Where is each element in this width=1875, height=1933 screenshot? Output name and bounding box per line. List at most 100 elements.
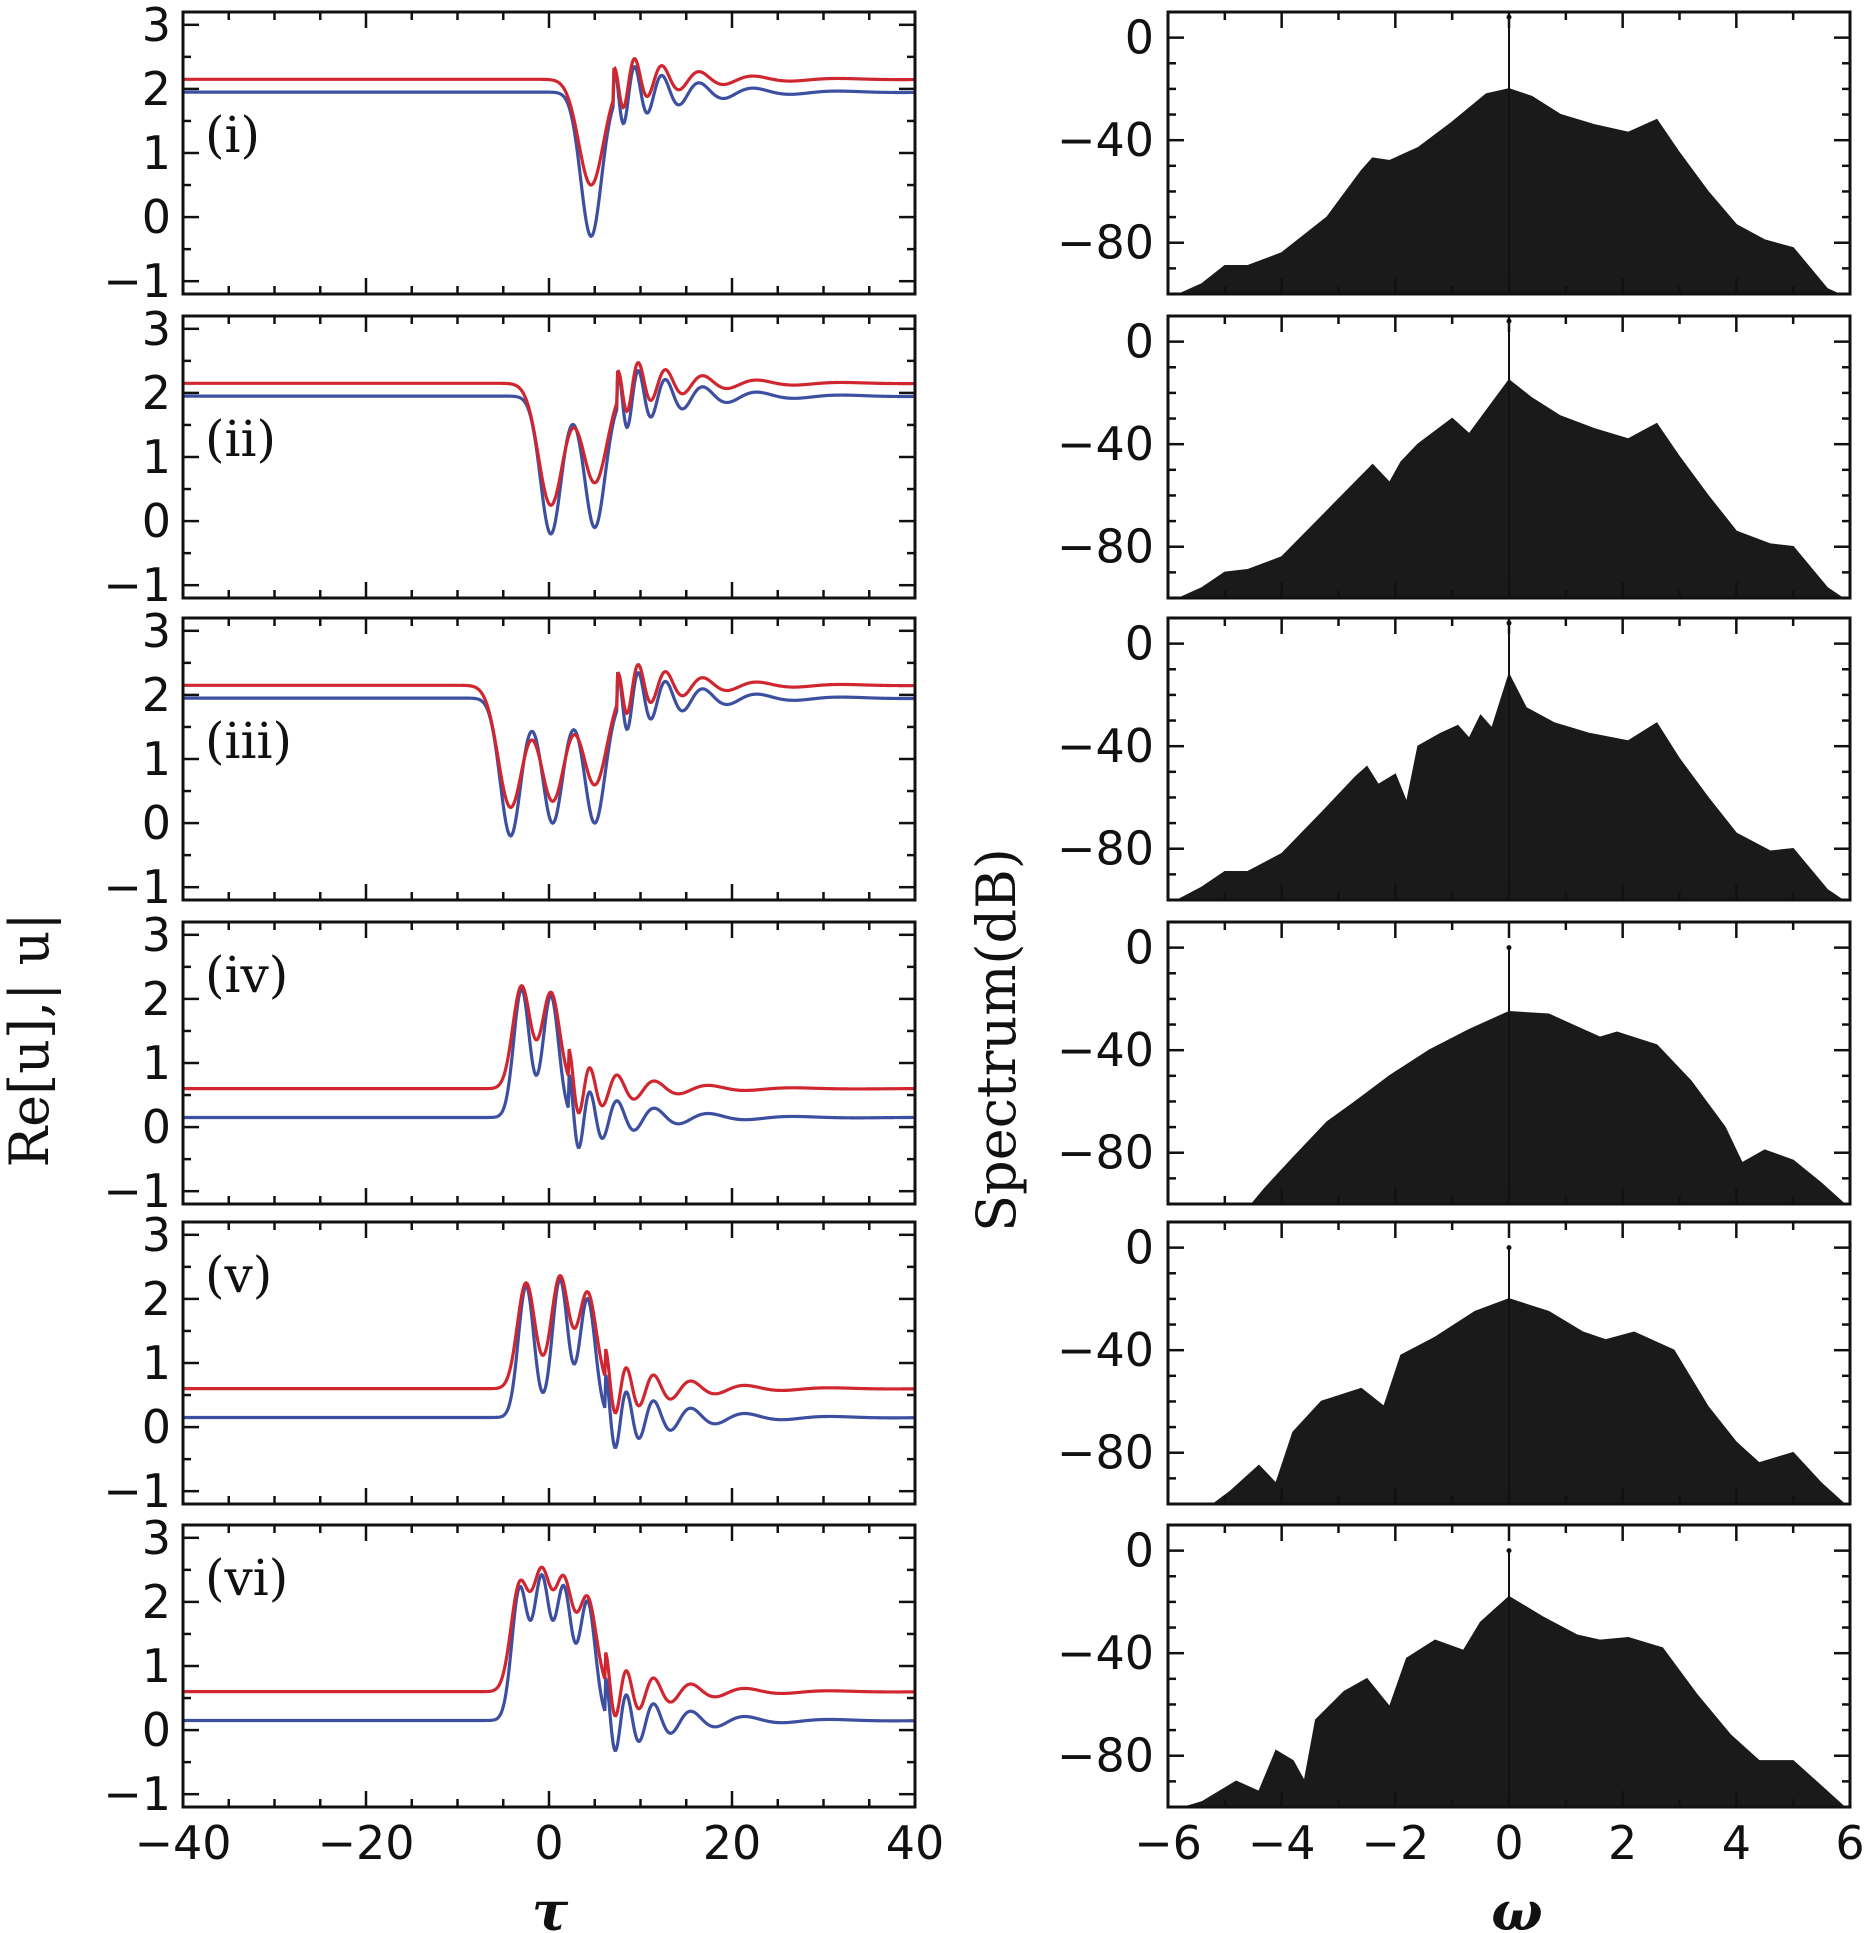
plot-frame xyxy=(181,920,917,1206)
panel-label: (vi) xyxy=(205,1549,288,1607)
y-tick-label: −40 xyxy=(1057,1626,1154,1680)
y-tick-label: 0 xyxy=(1125,11,1154,65)
y-tick-label: −40 xyxy=(1057,113,1154,167)
time-panel-5: −1 0 1 2 3 (v) xyxy=(103,1208,917,1518)
x-tick-label: −2 xyxy=(1361,1816,1429,1870)
series-line-re-u xyxy=(183,671,915,838)
y-tick-label: 0 xyxy=(1125,1524,1154,1578)
y-tick-label: 1 xyxy=(142,1336,171,1390)
y-tick-label: −80 xyxy=(1057,520,1154,574)
y-tick-label: −80 xyxy=(1057,1126,1154,1180)
left-y-axis-title: Re[u],| u| xyxy=(0,912,61,1167)
series-line-re-u xyxy=(183,369,915,536)
series-line-abs-u xyxy=(183,57,915,187)
series-line-re-u xyxy=(183,1277,915,1449)
y-tick-label: 2 xyxy=(142,62,171,116)
plot-frame xyxy=(181,1523,917,1809)
spectrum-panel-2: 0 −40 −80 xyxy=(1057,314,1852,600)
x-tick-label: 40 xyxy=(886,1816,945,1870)
panel-label: (ii) xyxy=(205,410,276,468)
y-tick-label: 0 xyxy=(142,1703,171,1757)
time-panel-4: −1 0 1 2 3 (iv) xyxy=(103,908,917,1218)
x-tick-label: −20 xyxy=(317,1816,414,1870)
y-tick-label: 2 xyxy=(142,972,171,1026)
x-tick-label: −4 xyxy=(1248,1816,1316,1870)
right-y-axis-title: Spectrum(dB) xyxy=(965,848,1028,1232)
y-tick-label: −80 xyxy=(1057,822,1154,876)
time-panel-1: −1 0 1 2 3 (i) xyxy=(103,0,917,308)
y-tick-label: 2 xyxy=(142,366,171,420)
panel-label: (i) xyxy=(205,106,260,164)
panel-label: (v) xyxy=(205,1246,272,1304)
y-tick-label: 3 xyxy=(142,604,171,658)
y-tick-label: 1 xyxy=(142,430,171,484)
spectrum-panel-6: 0 −40 −80 −6 −4 −2 0 2 4 6 xyxy=(1057,1523,1865,1870)
right-x-axis-title: ω xyxy=(1491,1879,1542,1933)
left-x-axis-title: τ xyxy=(532,1879,569,1933)
y-tick-label: 3 xyxy=(142,1208,171,1262)
y-tick-label: 2 xyxy=(142,668,171,722)
y-tick-label: 0 xyxy=(142,796,171,850)
plot-frame xyxy=(181,616,917,902)
y-tick-label: 1 xyxy=(142,1036,171,1090)
y-tick-label: −1 xyxy=(103,1464,171,1518)
y-tick-label: 1 xyxy=(142,732,171,786)
y-tick-label: −1 xyxy=(103,1164,171,1218)
x-tick-label: −6 xyxy=(1134,1816,1202,1870)
y-tick-label: 0 xyxy=(142,1400,171,1454)
series-line-abs-u xyxy=(183,983,915,1115)
y-tick-label: −40 xyxy=(1057,417,1154,471)
time-domain-column: −1 0 1 2 3 (i) −1 0 1 2 3 (ii) −1 0 1 2 3 (iii) −1 0 1 2 3 (iv)… xyxy=(103,0,944,1870)
y-tick-label: −80 xyxy=(1057,1729,1154,1783)
spectrum-panel-1: 0 −40 −80 xyxy=(1057,10,1852,296)
y-tick-label: 0 xyxy=(1125,617,1154,671)
time-panel-2: −1 0 1 2 3 (ii) xyxy=(103,302,917,612)
time-panel-6: −1 0 1 2 3 −40 −20 0 20 40 (vi) xyxy=(103,1511,944,1870)
y-tick-label: −40 xyxy=(1057,1023,1154,1077)
y-tick-label: 0 xyxy=(142,190,171,244)
y-tick-label: 0 xyxy=(142,1100,171,1154)
y-tick-label: −1 xyxy=(103,254,171,308)
y-tick-label: 0 xyxy=(1125,921,1154,975)
series-line-re-u xyxy=(183,1572,915,1752)
y-tick-label: 3 xyxy=(142,302,171,356)
x-tick-label: 0 xyxy=(1494,1816,1523,1870)
y-tick-label: 3 xyxy=(142,1511,171,1565)
series-line-abs-u xyxy=(183,361,915,507)
y-tick-label: −80 xyxy=(1057,1426,1154,1480)
x-tick-label: 0 xyxy=(534,1816,563,1870)
y-tick-label: −1 xyxy=(103,558,171,612)
y-tick-label: 1 xyxy=(142,126,171,180)
y-tick-label: 0 xyxy=(1125,315,1154,369)
y-tick-label: 2 xyxy=(142,1575,171,1629)
y-tick-label: 2 xyxy=(142,1272,171,1326)
carrier-spike-tip xyxy=(1506,1548,1512,1554)
time-panel-3: −1 0 1 2 3 (iii) xyxy=(103,604,917,914)
plot-frame xyxy=(181,314,917,600)
series-line-abs-u xyxy=(183,1273,915,1415)
x-tick-label: −40 xyxy=(134,1816,231,1870)
series-line-abs-u xyxy=(183,1565,915,1718)
series-line-re-u xyxy=(183,65,915,239)
spectrum-panel-4: 0 −40 −80 xyxy=(1057,920,1852,1206)
plot-frame xyxy=(181,10,917,296)
y-tick-label: −1 xyxy=(103,860,171,914)
carrier-spike-tip xyxy=(1506,945,1512,951)
y-tick-label: −40 xyxy=(1057,1323,1154,1377)
y-tick-label: 0 xyxy=(142,494,171,548)
y-tick-label: −1 xyxy=(103,1767,171,1821)
y-tick-label: 3 xyxy=(142,908,171,962)
y-tick-label: −80 xyxy=(1057,216,1154,270)
x-tick-label: 2 xyxy=(1608,1816,1637,1870)
x-tick-label: 6 xyxy=(1835,1816,1864,1870)
series-line-re-u xyxy=(183,986,915,1149)
spectrum-panel-3: 0 −40 −80 xyxy=(1057,616,1852,902)
panel-label: (iii) xyxy=(205,712,292,770)
series-line-abs-u xyxy=(183,663,915,810)
y-tick-label: 0 xyxy=(1125,1221,1154,1275)
y-tick-label: 1 xyxy=(142,1639,171,1693)
y-tick-label: 3 xyxy=(142,0,171,52)
x-tick-label: 20 xyxy=(703,1816,762,1870)
panel-label: (iv) xyxy=(205,946,288,1004)
